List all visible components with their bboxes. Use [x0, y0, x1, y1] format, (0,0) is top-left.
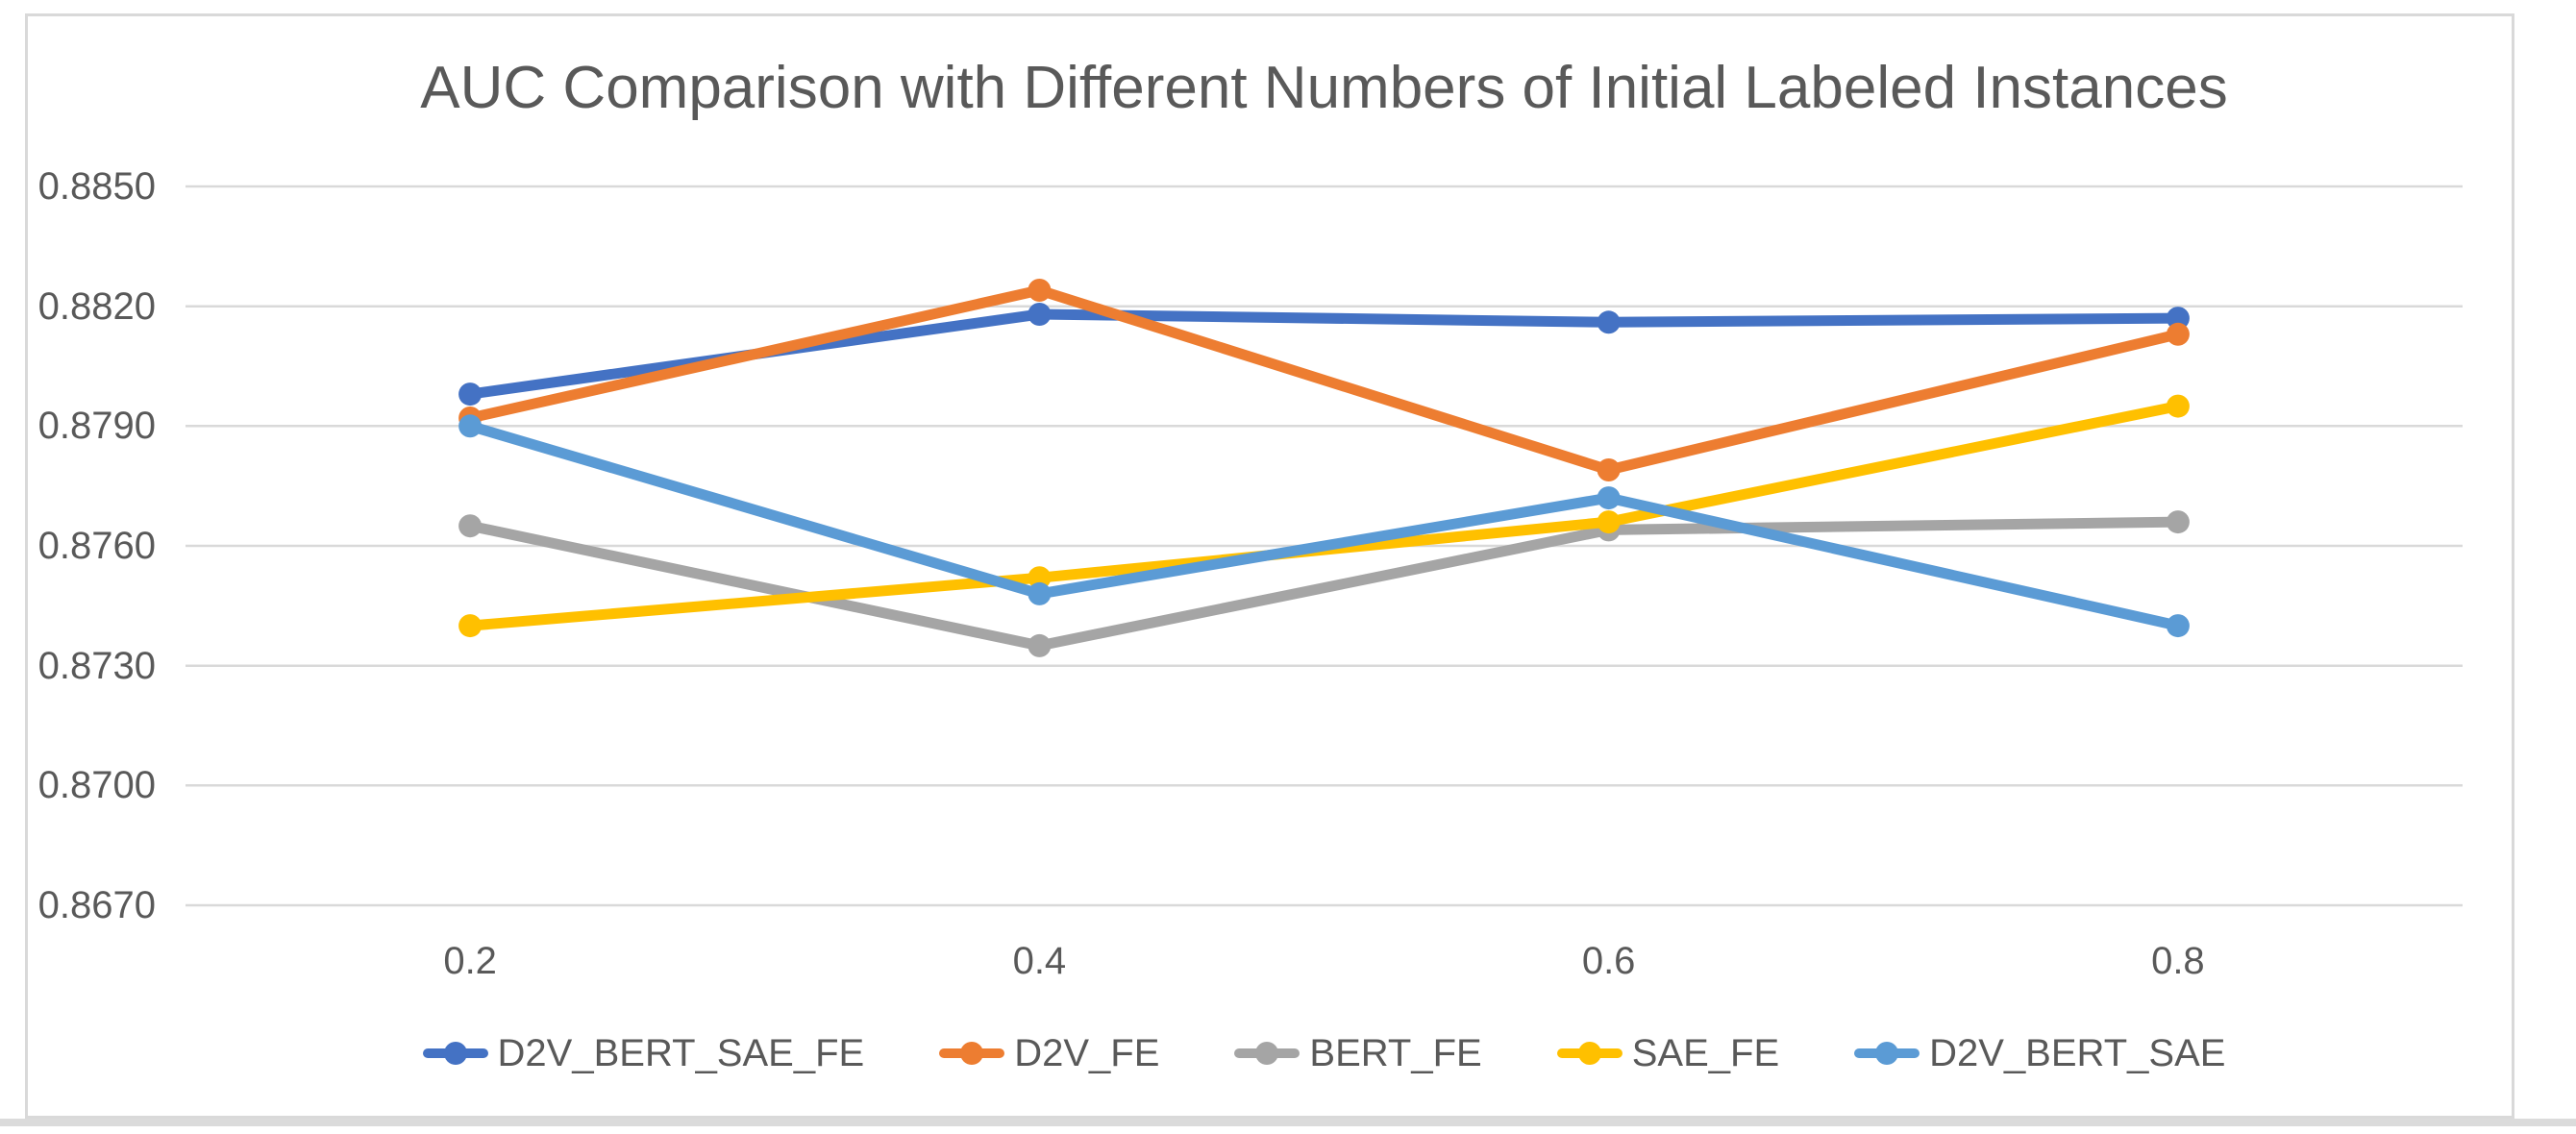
legend-item-d2v-bert-sae: D2V_BERT_SAE [1854, 1030, 2225, 1076]
legend-line-marker-icon [422, 1039, 488, 1068]
legend-item-sae-fe: SAE_FE [1556, 1030, 1780, 1076]
y-tick-label: 0.8760 [37, 525, 156, 567]
y-tick-label: 0.8730 [37, 644, 156, 687]
legend-item-d2v-fe: D2V_FE [939, 1030, 1159, 1076]
y-tick-label: 0.8700 [37, 764, 156, 807]
legend-label: D2V_BERT_SAE [1929, 1032, 2226, 1074]
legend-label: BERT_FE [1309, 1032, 1482, 1074]
chart-border-frame [25, 13, 2514, 1119]
bottom-edge-line [0, 1119, 2576, 1126]
x-tick-label: 0.6 [1581, 940, 1636, 982]
legend: D2V_BERT_SAE_FE D2V_FE BERT_FE SAE_FE D2… [186, 1030, 2463, 1076]
y-tick-label: 0.8670 [37, 884, 156, 926]
legend-item-d2v-bert-sae-fe: D2V_BERT_SAE_FE [422, 1030, 865, 1076]
legend-line-marker-icon [939, 1039, 1005, 1068]
chart-title: AUC Comparison with Different Numbers of… [420, 55, 2228, 121]
legend-line-marker-icon [1854, 1039, 1920, 1068]
legend-line-marker-icon [1556, 1039, 1622, 1068]
y-tick-label: 0.8850 [37, 165, 156, 208]
y-tick-label: 0.8790 [37, 405, 156, 448]
legend-line-marker-icon [1234, 1039, 1300, 1068]
legend-label: D2V_FE [1014, 1032, 1160, 1074]
x-tick-label: 0.8 [2151, 940, 2205, 982]
y-tick-label: 0.8820 [37, 284, 156, 328]
x-tick-label: 0.4 [1012, 940, 1067, 982]
legend-label: SAE_FE [1631, 1032, 1780, 1074]
legend-item-bert-fe: BERT_FE [1234, 1030, 1482, 1076]
x-tick-label: 0.2 [443, 940, 497, 982]
legend-label: D2V_BERT_SAE_FE [497, 1032, 865, 1074]
